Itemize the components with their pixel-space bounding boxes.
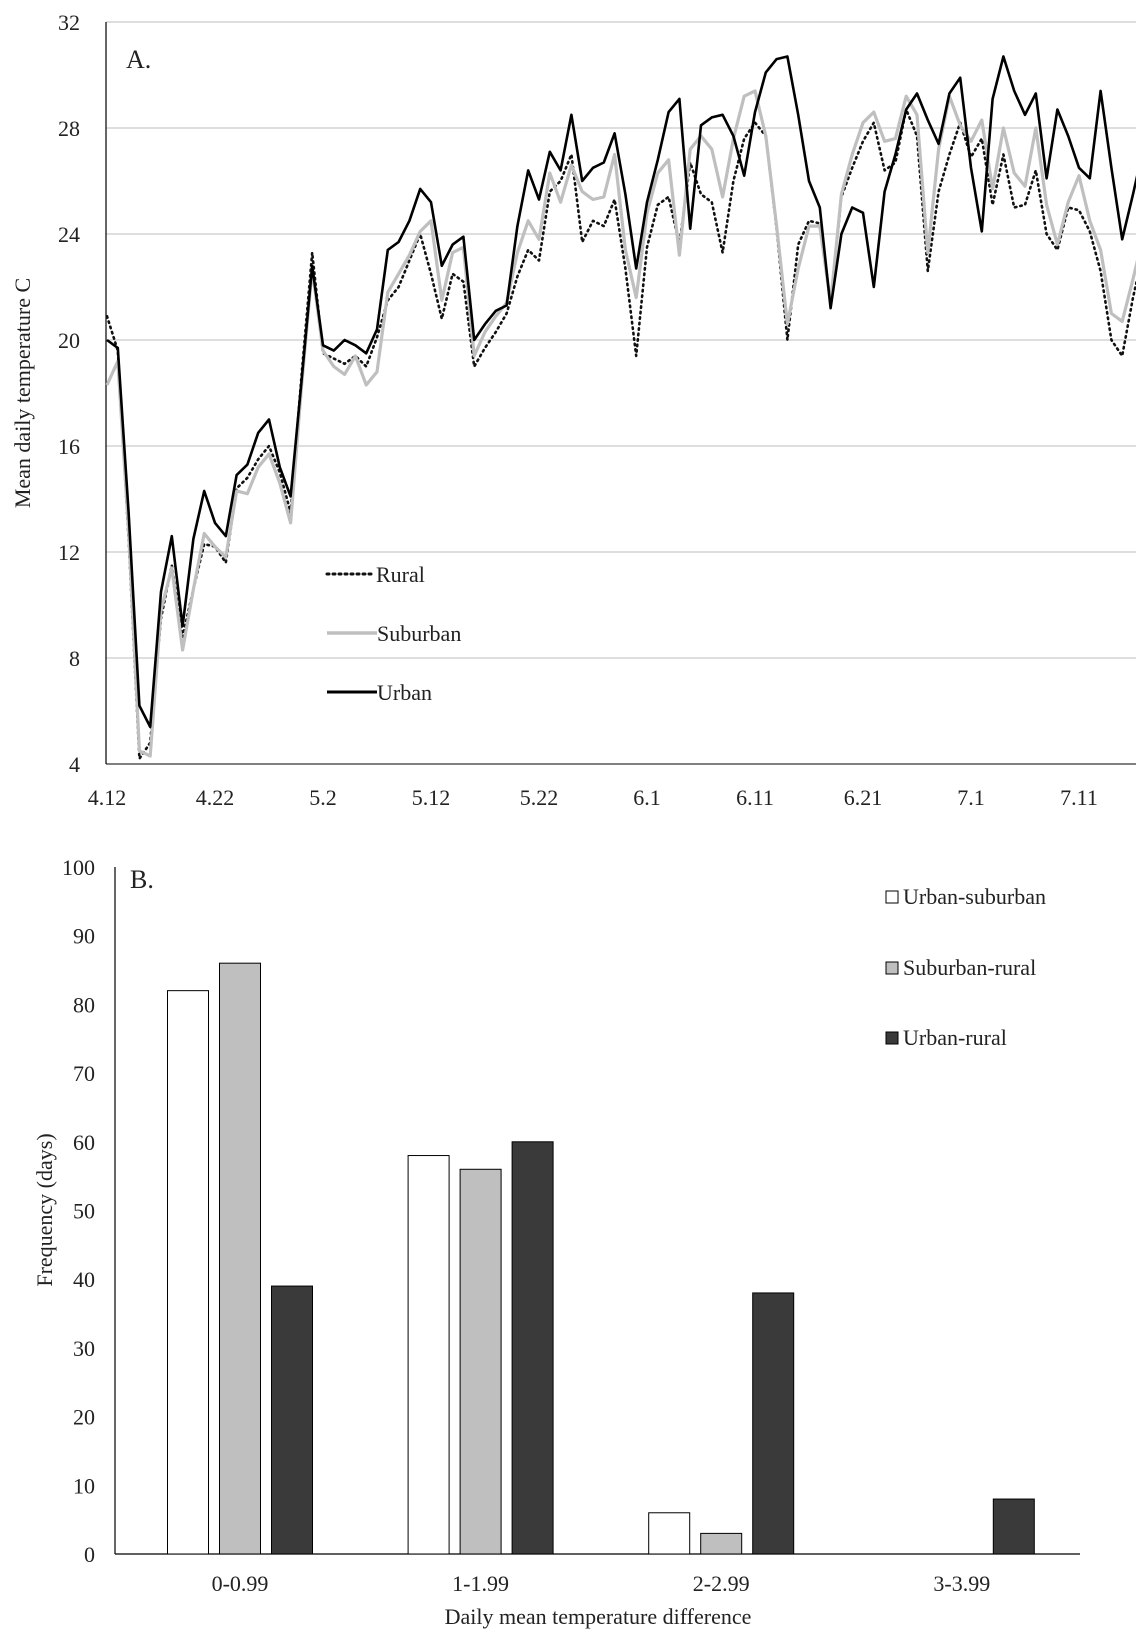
panel-b-x-tick-label: 3-3.99	[933, 1571, 990, 1596]
panel-b-y-tick-label: 30	[73, 1336, 95, 1361]
legend-urban-suburban-swatch	[886, 891, 898, 903]
legend-rural-label: Rural	[376, 562, 425, 587]
panel-a-y-axis-title: Mean daily temperature C	[10, 278, 35, 508]
panel-a-gridlines	[106, 22, 1136, 658]
panel-b-y-tick-label: 0	[84, 1542, 95, 1567]
panel-a-x-tick-label: 5.2	[309, 785, 337, 810]
suburban-rural-bar	[460, 1169, 501, 1554]
temperature-line-chart: A. Mean daily temperature C 4 8 12 16 20 24 28…	[10, 10, 1136, 810]
panel-b-y-tick-label: 40	[73, 1267, 95, 1292]
panel-a-y-tick-label: 8	[69, 646, 80, 671]
legend-urban-rural-swatch	[886, 1032, 898, 1044]
panel-b-y-axis-title: Frequency (days)	[32, 1133, 57, 1286]
panel-b-y-tick-label: 10	[73, 1473, 95, 1498]
panel-a-x-tick-label: 7.1	[957, 785, 985, 810]
panel-a-x-tick-label: 5.22	[520, 785, 559, 810]
panel-b-x-tick-label: 0-0.99	[212, 1571, 269, 1596]
panel-a-y-tick-label: 24	[58, 222, 80, 247]
panel-a-y-tick-label: 28	[58, 116, 80, 141]
panel-b-x-tick-label: 1-1.99	[452, 1571, 509, 1596]
suburban-rural-bar	[701, 1533, 742, 1554]
panel-b-y-tick-label: 20	[73, 1405, 95, 1430]
panel-b-y-tick-labels: 0 10 20 30 40 50 60 70 80 90 100	[62, 855, 95, 1567]
panel-b-x-tick-labels: 0-0.99 1-1.99 2-2.99 3-3.99	[212, 1571, 991, 1596]
urban-rural-bar	[993, 1499, 1034, 1554]
legend-urban-suburban-label: Urban-suburban	[903, 884, 1046, 909]
panel-a-x-tick-label: 4.22	[196, 785, 235, 810]
panel-a-legend: Rural Suburban Urban	[327, 562, 461, 705]
panel-b-label: B.	[130, 865, 154, 894]
panel-b-y-tick-label: 70	[73, 1061, 95, 1086]
frequency-bar-chart: B. Frequency (days) Daily mean temperatu…	[32, 855, 1080, 1629]
panel-b-y-tick-label: 80	[73, 992, 95, 1017]
legend-urban-rural-label: Urban-rural	[903, 1025, 1007, 1050]
legend-suburban-label: Suburban	[377, 621, 461, 646]
panel-a-x-tick-label: 6.21	[844, 785, 883, 810]
panel-b-y-tick-label: 60	[73, 1130, 95, 1155]
panel-a-y-tick-label: 32	[58, 10, 80, 35]
panel-a-x-tick-label: 4.12	[88, 785, 127, 810]
panel-b-legend: Urban-suburban Suburban-rural Urban-rura…	[886, 884, 1046, 1050]
panel-b-bars	[168, 963, 1035, 1554]
urban-rural-bar	[753, 1293, 794, 1554]
panel-a-y-tick-labels: 4 8 12 16 20 24 28 32	[58, 10, 80, 777]
urban-suburban-bar	[649, 1513, 690, 1554]
panel-a-y-tick-label: 4	[69, 752, 80, 777]
panel-a-x-tick-label: 7.11	[1060, 785, 1098, 810]
panel-b-y-tick-label: 100	[62, 855, 95, 880]
urban-suburban-bar	[168, 991, 209, 1554]
panel-a-y-tick-label: 16	[58, 434, 80, 459]
panel-a-x-tick-label: 6.1	[633, 785, 661, 810]
panel-b-y-tick-label: 90	[73, 924, 95, 949]
panel-a-x-tick-label: 5.12	[412, 785, 451, 810]
urban-rural-bar	[272, 1286, 313, 1554]
panel-b-x-axis-title: Daily mean temperature difference	[445, 1604, 752, 1629]
urban-series-line	[107, 57, 1136, 727]
suburban-rural-bar	[220, 963, 261, 1554]
panel-a-y-tick-label: 12	[58, 540, 80, 565]
panel-b-y-tick-label: 50	[73, 1199, 95, 1224]
legend-suburban-rural-label: Suburban-rural	[903, 955, 1036, 980]
panel-a-label: A.	[126, 45, 151, 74]
legend-urban-label: Urban	[377, 680, 432, 705]
suburban-series-line	[107, 91, 1136, 756]
panel-a-series-lines	[107, 57, 1136, 759]
panel-b-x-tick-label: 2-2.99	[693, 1571, 750, 1596]
legend-suburban-rural-swatch	[886, 962, 898, 974]
panel-a-x-tick-labels: 4.124.225.25.125.226.16.116.217.17.117.2…	[88, 785, 1136, 810]
urban-rural-bar	[512, 1142, 553, 1554]
panel-a-y-tick-label: 20	[58, 328, 80, 353]
panel-a-x-tick-label: 6.11	[736, 785, 774, 810]
urban-suburban-bar	[408, 1156, 449, 1554]
